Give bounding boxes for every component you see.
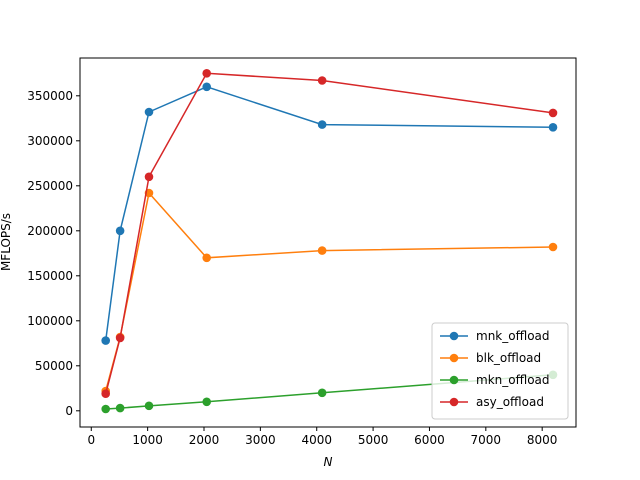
data-point-asy_offload <box>317 76 327 85</box>
y-tick-label: 350000 <box>27 89 73 103</box>
data-point-asy_offload <box>144 172 154 182</box>
data-point-mnk_offload <box>115 226 125 236</box>
data-point-mnk_offload <box>144 107 154 117</box>
data-point-asy_offload <box>548 108 558 118</box>
data-point-blk_offload <box>317 246 327 255</box>
y-tick-label: 0 <box>65 404 73 418</box>
y-axis-ticks: 0 50000 100000 150000 200000 250000 300000 3500… <box>27 89 80 418</box>
legend-box <box>431 322 569 420</box>
y-tick-label: 100000 <box>27 314 73 328</box>
legend: mnk_offload blk_offload mkn_offload asy_off… <box>431 322 569 420</box>
data-point-mkn_offload <box>202 397 212 407</box>
x-axis-ticks: 0 1000 2000 3000 4000 5000 6000 7000 8000 <box>87 427 557 447</box>
plot-frame <box>79 57 577 428</box>
x-tick-label: 5000 <box>358 433 389 447</box>
x-tick-label: 2000 <box>189 433 220 447</box>
y-tick-label: 150000 <box>27 269 73 283</box>
legend-label: mkn_offload <box>476 373 550 387</box>
x-tick-label: 1000 <box>132 433 163 447</box>
data-point-asy_offload <box>101 389 111 399</box>
legend-label: asy_offload <box>476 395 544 409</box>
data-point-mnk_offload <box>548 123 558 132</box>
data-point-mnk_offload <box>317 120 327 129</box>
plot-marks <box>101 69 558 414</box>
data-point-mkn_offload <box>115 403 125 413</box>
y-axis-label: MFLOPS/s <box>0 213 13 271</box>
series-line-asy_offload <box>104 72 554 394</box>
data-point-asy_offload <box>202 69 212 78</box>
data-point-mkn_offload <box>144 401 154 411</box>
y-tick-label: 200000 <box>27 224 73 238</box>
y-tick-label: 300000 <box>27 134 73 148</box>
data-point-blk_offload <box>202 253 212 263</box>
data-point-mkn_offload <box>317 388 327 398</box>
legend-label: mnk_offload <box>476 329 550 343</box>
x-tick-label: 8000 <box>527 433 558 447</box>
legend-swatch-marker <box>449 397 459 407</box>
data-point-blk_offload <box>548 242 558 252</box>
x-tick-label: 3000 <box>245 433 276 447</box>
legend-swatch-marker <box>449 353 459 363</box>
data-point-mnk_offload <box>101 336 111 345</box>
x-axis-label: N <box>324 455 333 469</box>
y-tick-label: 250000 <box>27 179 73 193</box>
x-tick-label: 0 <box>87 433 95 447</box>
legend-swatch-marker <box>449 331 459 341</box>
x-tick-label: 4000 <box>301 433 332 447</box>
legend-label: blk_offload <box>476 351 541 365</box>
series-line-mnk_offload <box>104 85 554 341</box>
data-point-mkn_offload <box>101 404 111 414</box>
x-tick-label: 6000 <box>414 433 445 447</box>
data-point-asy_offload <box>115 333 125 343</box>
legend-swatch-marker <box>449 375 459 385</box>
x-tick-label: 7000 <box>471 433 502 447</box>
y-tick-label: 50000 <box>35 359 73 373</box>
data-point-mnk_offload <box>202 82 212 92</box>
